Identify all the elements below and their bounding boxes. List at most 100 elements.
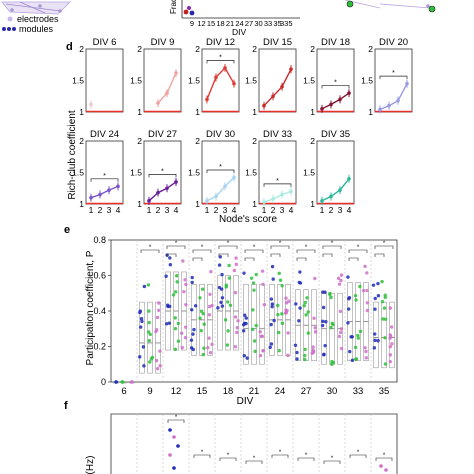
data-point [379,464,383,468]
significance-bracket [140,249,160,253]
data-point [280,312,284,316]
data-point [176,339,181,343]
x-tick-label: 2 [156,205,161,215]
data-point [405,81,409,86]
x-tick-label: 4 [347,205,352,215]
network-sketch-left [1,1,71,15]
subplot-frame [316,140,355,205]
subplot-frame [201,140,240,205]
data-point [254,323,258,328]
data-point [226,329,230,333]
data-point [138,325,143,329]
div-tick-labels: 9 12 15 18 21 24 27 30 33 35 [190,19,282,28]
module-marker-icon [2,27,6,31]
subplot-title: DIV 30 [206,129,235,140]
data-point [207,313,212,317]
y-tick-label: 1 [79,199,84,209]
data-point [98,192,102,197]
data-point [313,330,318,334]
box [139,301,145,374]
data-point [323,290,327,294]
x-tick-label: 4 [174,205,179,215]
box [225,275,231,351]
significance-bracket [218,245,238,249]
data-point [167,321,172,325]
x-tick-label: 3 [280,205,285,215]
data-point [356,336,361,340]
data-point [158,349,162,353]
data-point [328,291,332,296]
data-point [303,357,307,362]
significance-bracket [166,253,177,257]
y-tick-label: 1 [310,199,315,209]
data-point [396,98,400,103]
data-point [349,335,353,339]
data-point [165,186,169,191]
data-point [260,269,265,273]
series-line [263,68,292,107]
data-point [380,279,384,284]
data-point [272,318,276,323]
significance-star: * [175,241,178,247]
network-sketch-right [344,0,436,13]
data-point [174,71,178,75]
significance-star: * [161,168,164,175]
significance-bracket [379,75,408,80]
data-point [390,342,394,346]
x-tick-label: 1 [262,205,267,215]
data-point [155,367,160,371]
data-point [381,317,385,321]
data-point [270,305,274,309]
data-point [181,259,185,263]
data-point [324,320,328,324]
data-point [261,282,265,287]
data-point [251,308,255,312]
significance-star: * [219,54,222,61]
data-point [346,275,350,279]
data-point [217,263,222,267]
data-point [383,293,387,297]
significance-star: * [392,70,395,77]
data-point [361,288,366,293]
significance-bracket [270,253,281,257]
data-point [207,336,211,340]
y-tick-label: 1.5 [188,76,200,86]
data-point [147,338,151,343]
significance-star: * [305,245,308,251]
rich-club-subplot: DIV 12 1 1.5 2 * [188,37,240,117]
data-point [205,199,209,203]
panel-e-letter: e [64,224,70,236]
data-point [302,304,306,308]
data-point [356,333,360,338]
data-point [218,255,222,259]
data-point [164,274,168,278]
data-point [146,283,151,287]
data-point [168,453,172,457]
tick-suffix-label: 335 [280,19,293,28]
data-point [339,278,343,283]
y-tick-label: 1 [252,107,257,117]
data-point [233,344,238,349]
data-point [298,306,302,310]
data-point [380,299,385,304]
data-point [329,295,333,300]
significance-bracket [148,174,177,178]
data-point [373,296,377,301]
data-point [234,262,239,267]
subplot-frame [258,140,297,205]
data-point [294,302,298,306]
data-point [313,276,317,281]
data-point [376,281,380,286]
data-point [183,278,187,282]
data-point [364,349,368,354]
x-tick-label: 3 [338,205,343,215]
y-tick-label: 2 [195,44,200,54]
significance-bracket [166,245,186,249]
data-point [253,349,257,354]
data-point [297,319,301,323]
data-point [147,199,151,203]
significance-star: * [201,450,204,456]
y-tick-label: 1 [137,199,142,209]
